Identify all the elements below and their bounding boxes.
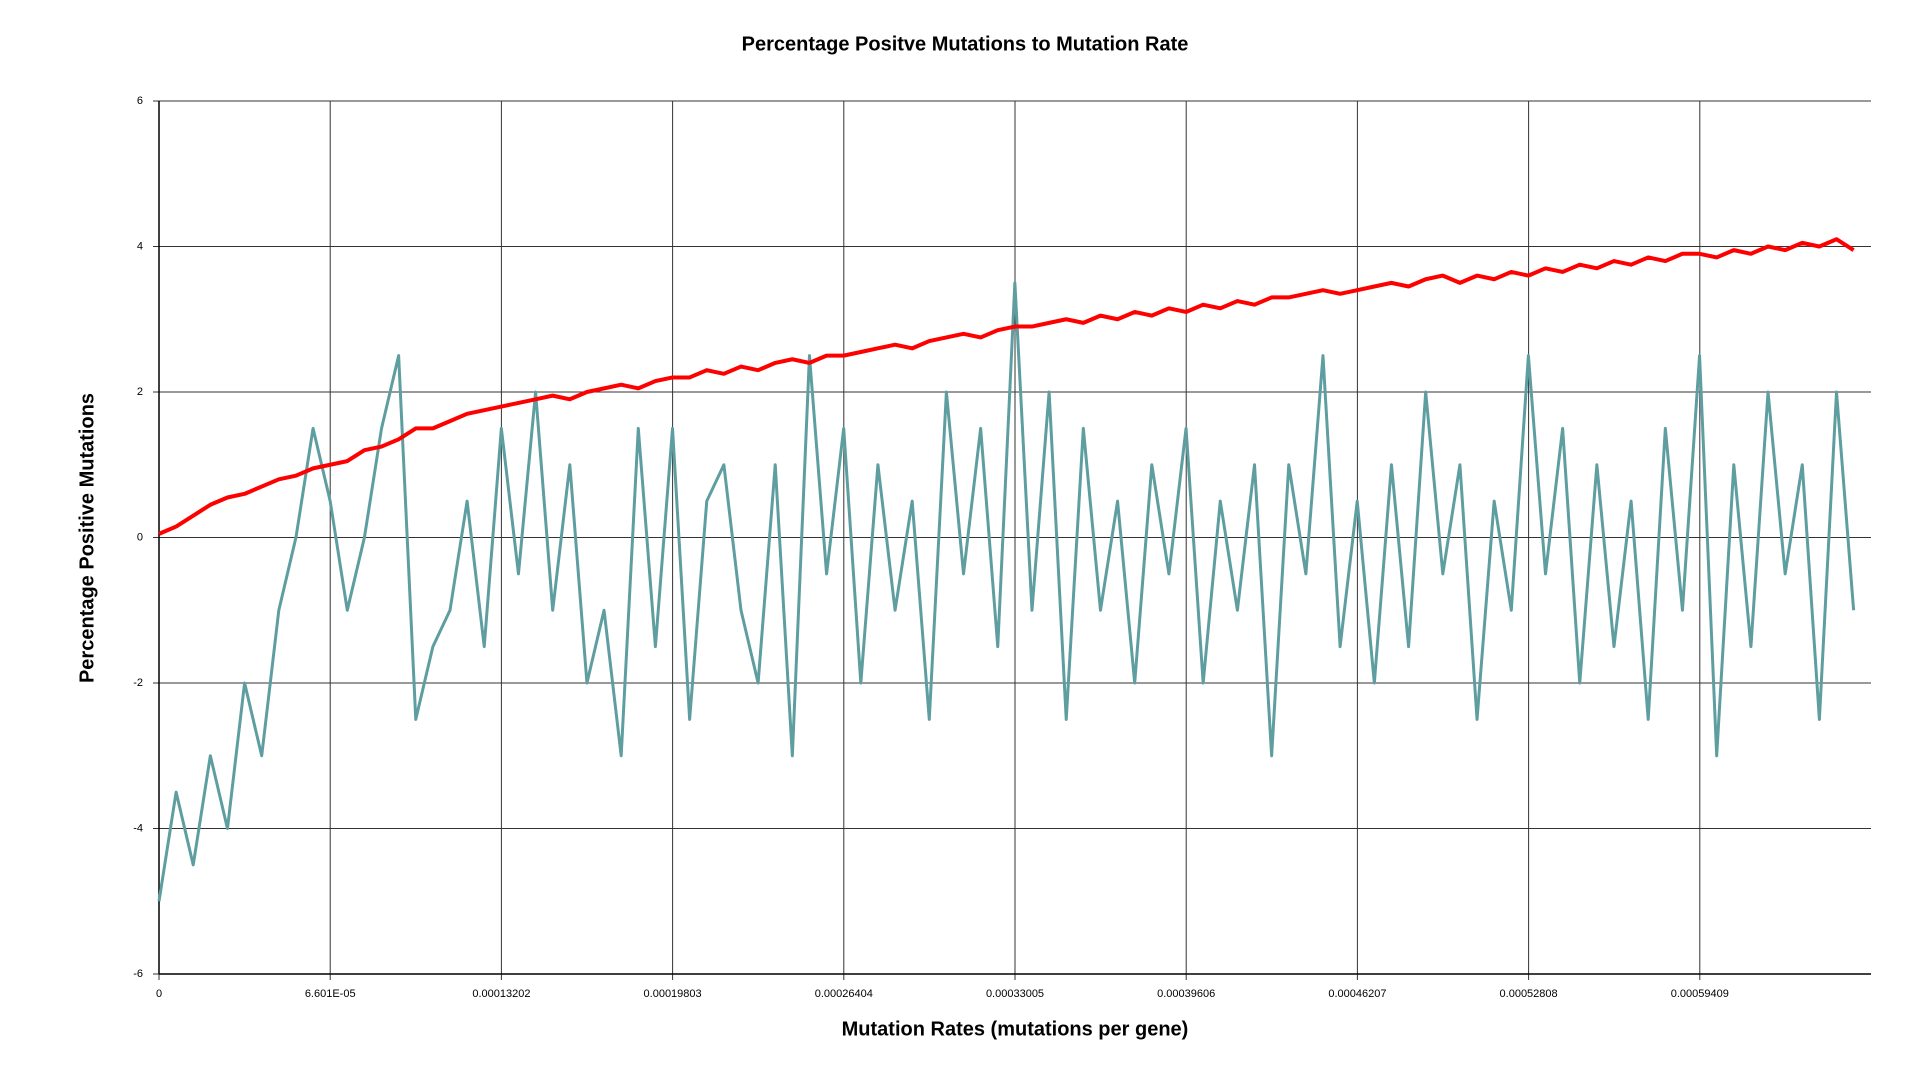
data-line — [157, 281, 1856, 902]
y-tick-label: 4 — [137, 240, 143, 252]
x-tick-label: 0.00019803 — [644, 988, 702, 1000]
data-line — [158, 237, 1855, 536]
y-axis-label: Percentage Positive Mutations — [76, 393, 98, 683]
x-tick-label: 0.00013202 — [472, 988, 530, 1000]
y-tick-label: -4 — [133, 822, 143, 834]
y-tick-label: -2 — [133, 677, 143, 689]
x-tick-label: 0.00059409 — [1671, 988, 1729, 1000]
x-tick-label: 0.00033005 — [986, 988, 1044, 1000]
x-tick-label: 0.00052808 — [1500, 988, 1558, 1000]
y-tick-label: 0 — [137, 531, 143, 543]
x-tick-label: 0 — [156, 988, 162, 1000]
x-tick-label: 0.00026404 — [815, 988, 873, 1000]
x-tick-label: 6.601E-05 — [305, 988, 356, 1000]
chart-title: Percentage Positve Mutations to Mutation… — [742, 33, 1189, 55]
y-tick-label: -6 — [133, 968, 143, 980]
y-tick-label: 6 — [137, 95, 143, 107]
y-tick-label: 2 — [137, 386, 143, 398]
x-tick-label: 0.00039606 — [1157, 988, 1215, 1000]
x-tick-label: 0.00046207 — [1328, 988, 1386, 1000]
x-axis-label: Mutation Rates (mutations per gene) — [842, 1018, 1189, 1040]
